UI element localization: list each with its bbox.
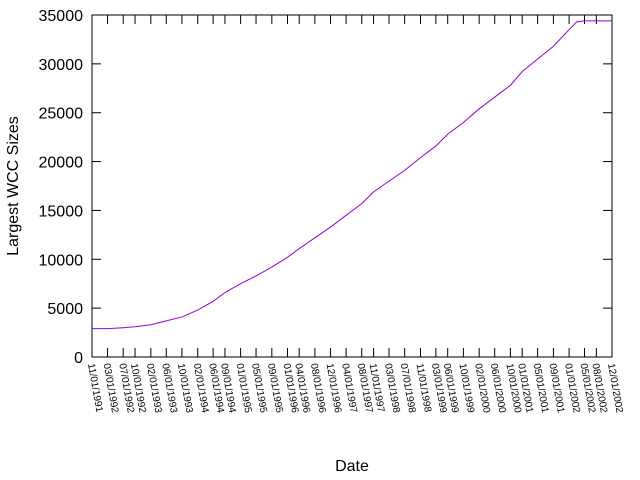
y-tick-label: 10000 (39, 252, 84, 269)
x-tick-label: 11/01/1991 (85, 363, 104, 414)
series-line (92, 20, 612, 330)
x-axis-ticks: 11/01/199103/01/199207/01/199210/01/1992… (85, 15, 625, 414)
y-axis-label: Largest WCC Sizes (5, 116, 22, 256)
y-tick-label: 25000 (39, 106, 84, 123)
y-tick-label: 0 (74, 350, 83, 367)
y-tick-label: 15000 (39, 203, 84, 220)
y-tick-label: 30000 (39, 57, 84, 74)
y-tick-label: 5000 (47, 301, 83, 318)
plot-frame (91, 14, 613, 358)
x-axis-label: Date (335, 458, 369, 475)
y-axis-ticks: 0 5000 10000 15000 20000 25000 30000 35000 (39, 8, 612, 367)
y-tick-label: 20000 (39, 155, 84, 172)
y-tick-label: 35000 (39, 8, 84, 25)
